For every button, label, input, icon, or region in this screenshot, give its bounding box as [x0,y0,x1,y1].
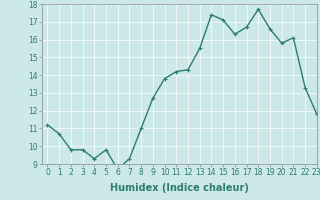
X-axis label: Humidex (Indice chaleur): Humidex (Indice chaleur) [110,183,249,193]
